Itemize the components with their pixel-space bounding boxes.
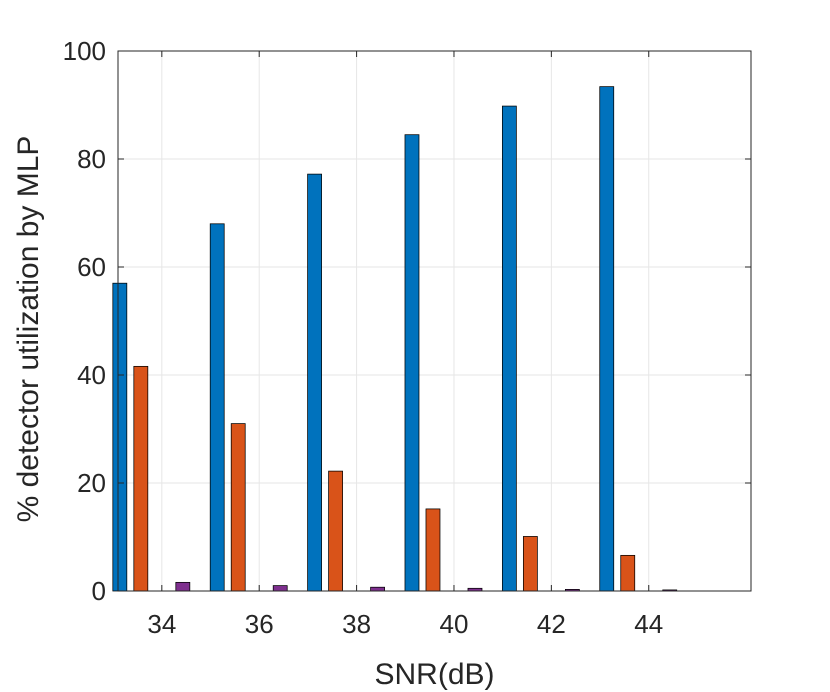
bar-series-2-40	[425, 508, 441, 592]
y-tick-label: 40	[77, 360, 106, 390]
bar-series-1-40	[404, 134, 420, 592]
bar-series-1-36	[209, 223, 225, 592]
y-tick-label: 20	[77, 468, 106, 498]
bar-series-2-44	[620, 554, 636, 592]
y-axis-title: % detector utilization by MLP	[12, 136, 45, 523]
x-axis-title: SNR(dB)	[374, 658, 494, 691]
x-tick-label: 36	[245, 609, 274, 639]
bar-series-2-42	[522, 536, 538, 592]
bars	[112, 86, 678, 592]
x-tick-label: 38	[342, 609, 371, 639]
bar-series-4-34	[175, 581, 191, 592]
x-tick-label: 34	[147, 609, 176, 639]
bar-series-2-38	[328, 470, 343, 592]
y-tick-label: 100	[63, 36, 106, 66]
bar-series-2-36	[230, 423, 246, 592]
bar-series-1-42	[501, 105, 517, 592]
bar-series-1-34	[112, 282, 128, 592]
y-tick-label: 0	[92, 576, 106, 606]
bar-series-1-44	[599, 86, 615, 592]
x-tick-label: 40	[440, 609, 469, 639]
axes-box	[117, 50, 752, 592]
bar-series-4-38	[370, 586, 385, 592]
x-tick-label: 44	[634, 609, 663, 639]
y-tick-label: 80	[77, 144, 106, 174]
y-tick-label: 60	[77, 252, 106, 282]
bar-series-1-38	[307, 173, 322, 592]
bar-series-2-34	[133, 365, 149, 592]
ticks: 0 20 40 60 80 100 34 36 38 40 42 44	[63, 36, 751, 639]
x-tick-label: 42	[537, 609, 566, 639]
bar-series-4-36	[272, 585, 288, 592]
